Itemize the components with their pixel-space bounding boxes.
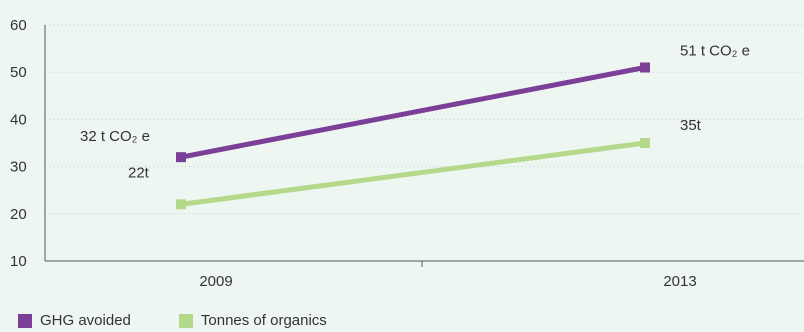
series-line-0 <box>180 65 646 160</box>
series-lines <box>176 62 650 210</box>
data-label: 22t <box>128 164 150 181</box>
y-tick-label: 30 <box>10 159 27 176</box>
legend-label-organics: Tonnes of organics <box>200 312 327 329</box>
y-tick-label: 50 <box>10 64 27 81</box>
data-point <box>176 199 186 210</box>
y-tick-labels: 10 20 30 40 50 60 <box>10 17 27 270</box>
data-label: 51 t CO₂ e <box>680 42 750 59</box>
data-label: 35t <box>680 117 702 134</box>
legend-swatch-organics <box>178 313 193 328</box>
legend-item-ghg: GHG avoided <box>18 312 131 329</box>
series-line-1 <box>180 140 646 207</box>
y-tick-label: 60 <box>10 17 27 34</box>
x-tick-labels: 2009 2013 <box>199 273 696 290</box>
y-tick-label: 20 <box>10 206 27 223</box>
legend-item-organics: Tonnes of organics <box>178 312 327 329</box>
legend-label-ghg: GHG avoided <box>40 312 131 329</box>
data-point <box>640 138 650 148</box>
legend-swatch-ghg <box>18 313 32 328</box>
axes <box>44 25 804 267</box>
x-tick-label: 2013 <box>663 273 696 290</box>
data-labels: 32 t CO₂ e 51 t CO₂ e 22t 35t <box>80 42 750 181</box>
y-tick-label: 40 <box>10 111 27 128</box>
x-tick-label: 2009 <box>199 273 232 290</box>
legend: GHG avoided Tonnes of organics <box>18 312 327 329</box>
data-label: 32 t CO₂ e <box>80 128 150 145</box>
data-point <box>176 152 186 163</box>
data-point <box>640 62 650 73</box>
y-tick-label: 10 <box>10 253 27 270</box>
gridlines <box>45 24 804 215</box>
